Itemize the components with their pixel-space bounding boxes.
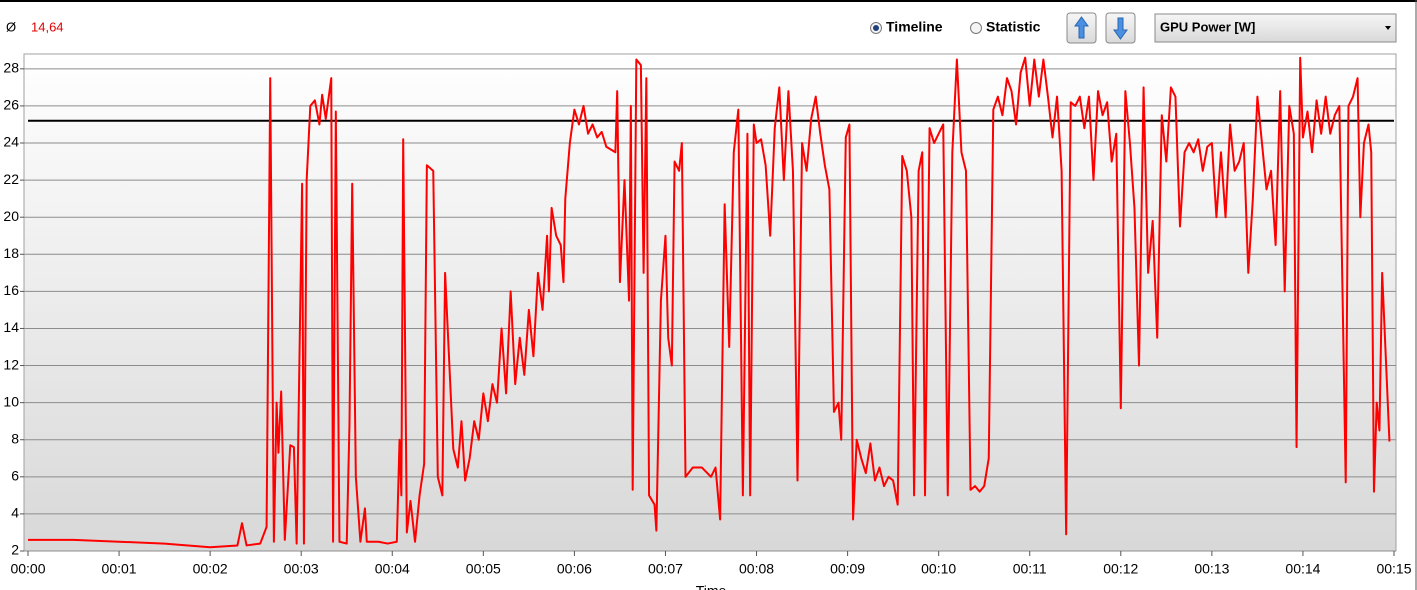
x-tick-label: 00:03 <box>284 561 319 577</box>
y-tick-label: 4 <box>11 505 19 521</box>
x-tick-label: 00:01 <box>102 561 137 577</box>
y-tick-label: 22 <box>3 171 19 187</box>
radio-label: Timeline <box>886 19 943 35</box>
y-tick-label: 6 <box>11 468 19 484</box>
x-tick-label: 00:00 <box>10 561 45 577</box>
arrow-down-icon <box>1113 17 1128 40</box>
x-tick-label: 00:14 <box>1285 561 1320 577</box>
sort-down-button[interactable] <box>1105 12 1136 44</box>
x-tick-label: 00:13 <box>1194 561 1229 577</box>
dropdown-frame <box>1154 13 1397 43</box>
x-tick-label: 00:06 <box>557 561 592 577</box>
avg-symbol: Ø <box>6 19 16 34</box>
y-tick-label: 18 <box>3 245 19 261</box>
y-tick-label: 20 <box>3 208 19 224</box>
x-tick-label: 00:08 <box>739 561 774 577</box>
x-tick-label: 00:07 <box>648 561 683 577</box>
radio-dot <box>873 25 879 31</box>
data-line <box>28 56 1391 549</box>
metric-dropdown[interactable]: GPU Power [W] <box>1154 13 1397 43</box>
arrow-up-icon <box>1074 16 1089 39</box>
x-tick-label: 00:04 <box>375 561 410 577</box>
y-tick-label: 8 <box>11 430 19 446</box>
x-tick-label: 00:15 <box>1376 561 1411 577</box>
radio-option[interactable]: Statistic <box>970 19 1041 35</box>
x-tick-label: 00:05 <box>466 561 501 577</box>
y-tick-label: 14 <box>3 319 19 335</box>
dropdown-arrow <box>1385 26 1391 30</box>
x-tick-label: 00:11 <box>1013 561 1047 577</box>
y-tick-label: 16 <box>3 282 19 298</box>
y-tick-label: 12 <box>3 356 19 372</box>
radio-label: Statistic <box>986 19 1041 35</box>
y-tick-label: 10 <box>3 393 19 409</box>
y-tick-label: 26 <box>3 97 19 113</box>
sort-up-button[interactable] <box>1066 12 1097 44</box>
radio-circle <box>970 22 982 34</box>
x-tick-label: 00:10 <box>921 561 956 577</box>
x-tick-label: 00:12 <box>1103 561 1138 577</box>
x-tick-label: 00:02 <box>193 561 228 577</box>
y-tick-label: 28 <box>3 60 19 76</box>
x-axis-label: Time <box>696 583 727 590</box>
dropdown-text: GPU Power [W] <box>1160 19 1255 34</box>
avg-value: 14,64 <box>31 19 64 34</box>
y-tick-label: 24 <box>3 134 19 150</box>
y-tick-label: 2 <box>11 542 19 558</box>
radio-option[interactable]: Timeline <box>870 19 943 35</box>
x-tick-label: 00:09 <box>830 561 865 577</box>
